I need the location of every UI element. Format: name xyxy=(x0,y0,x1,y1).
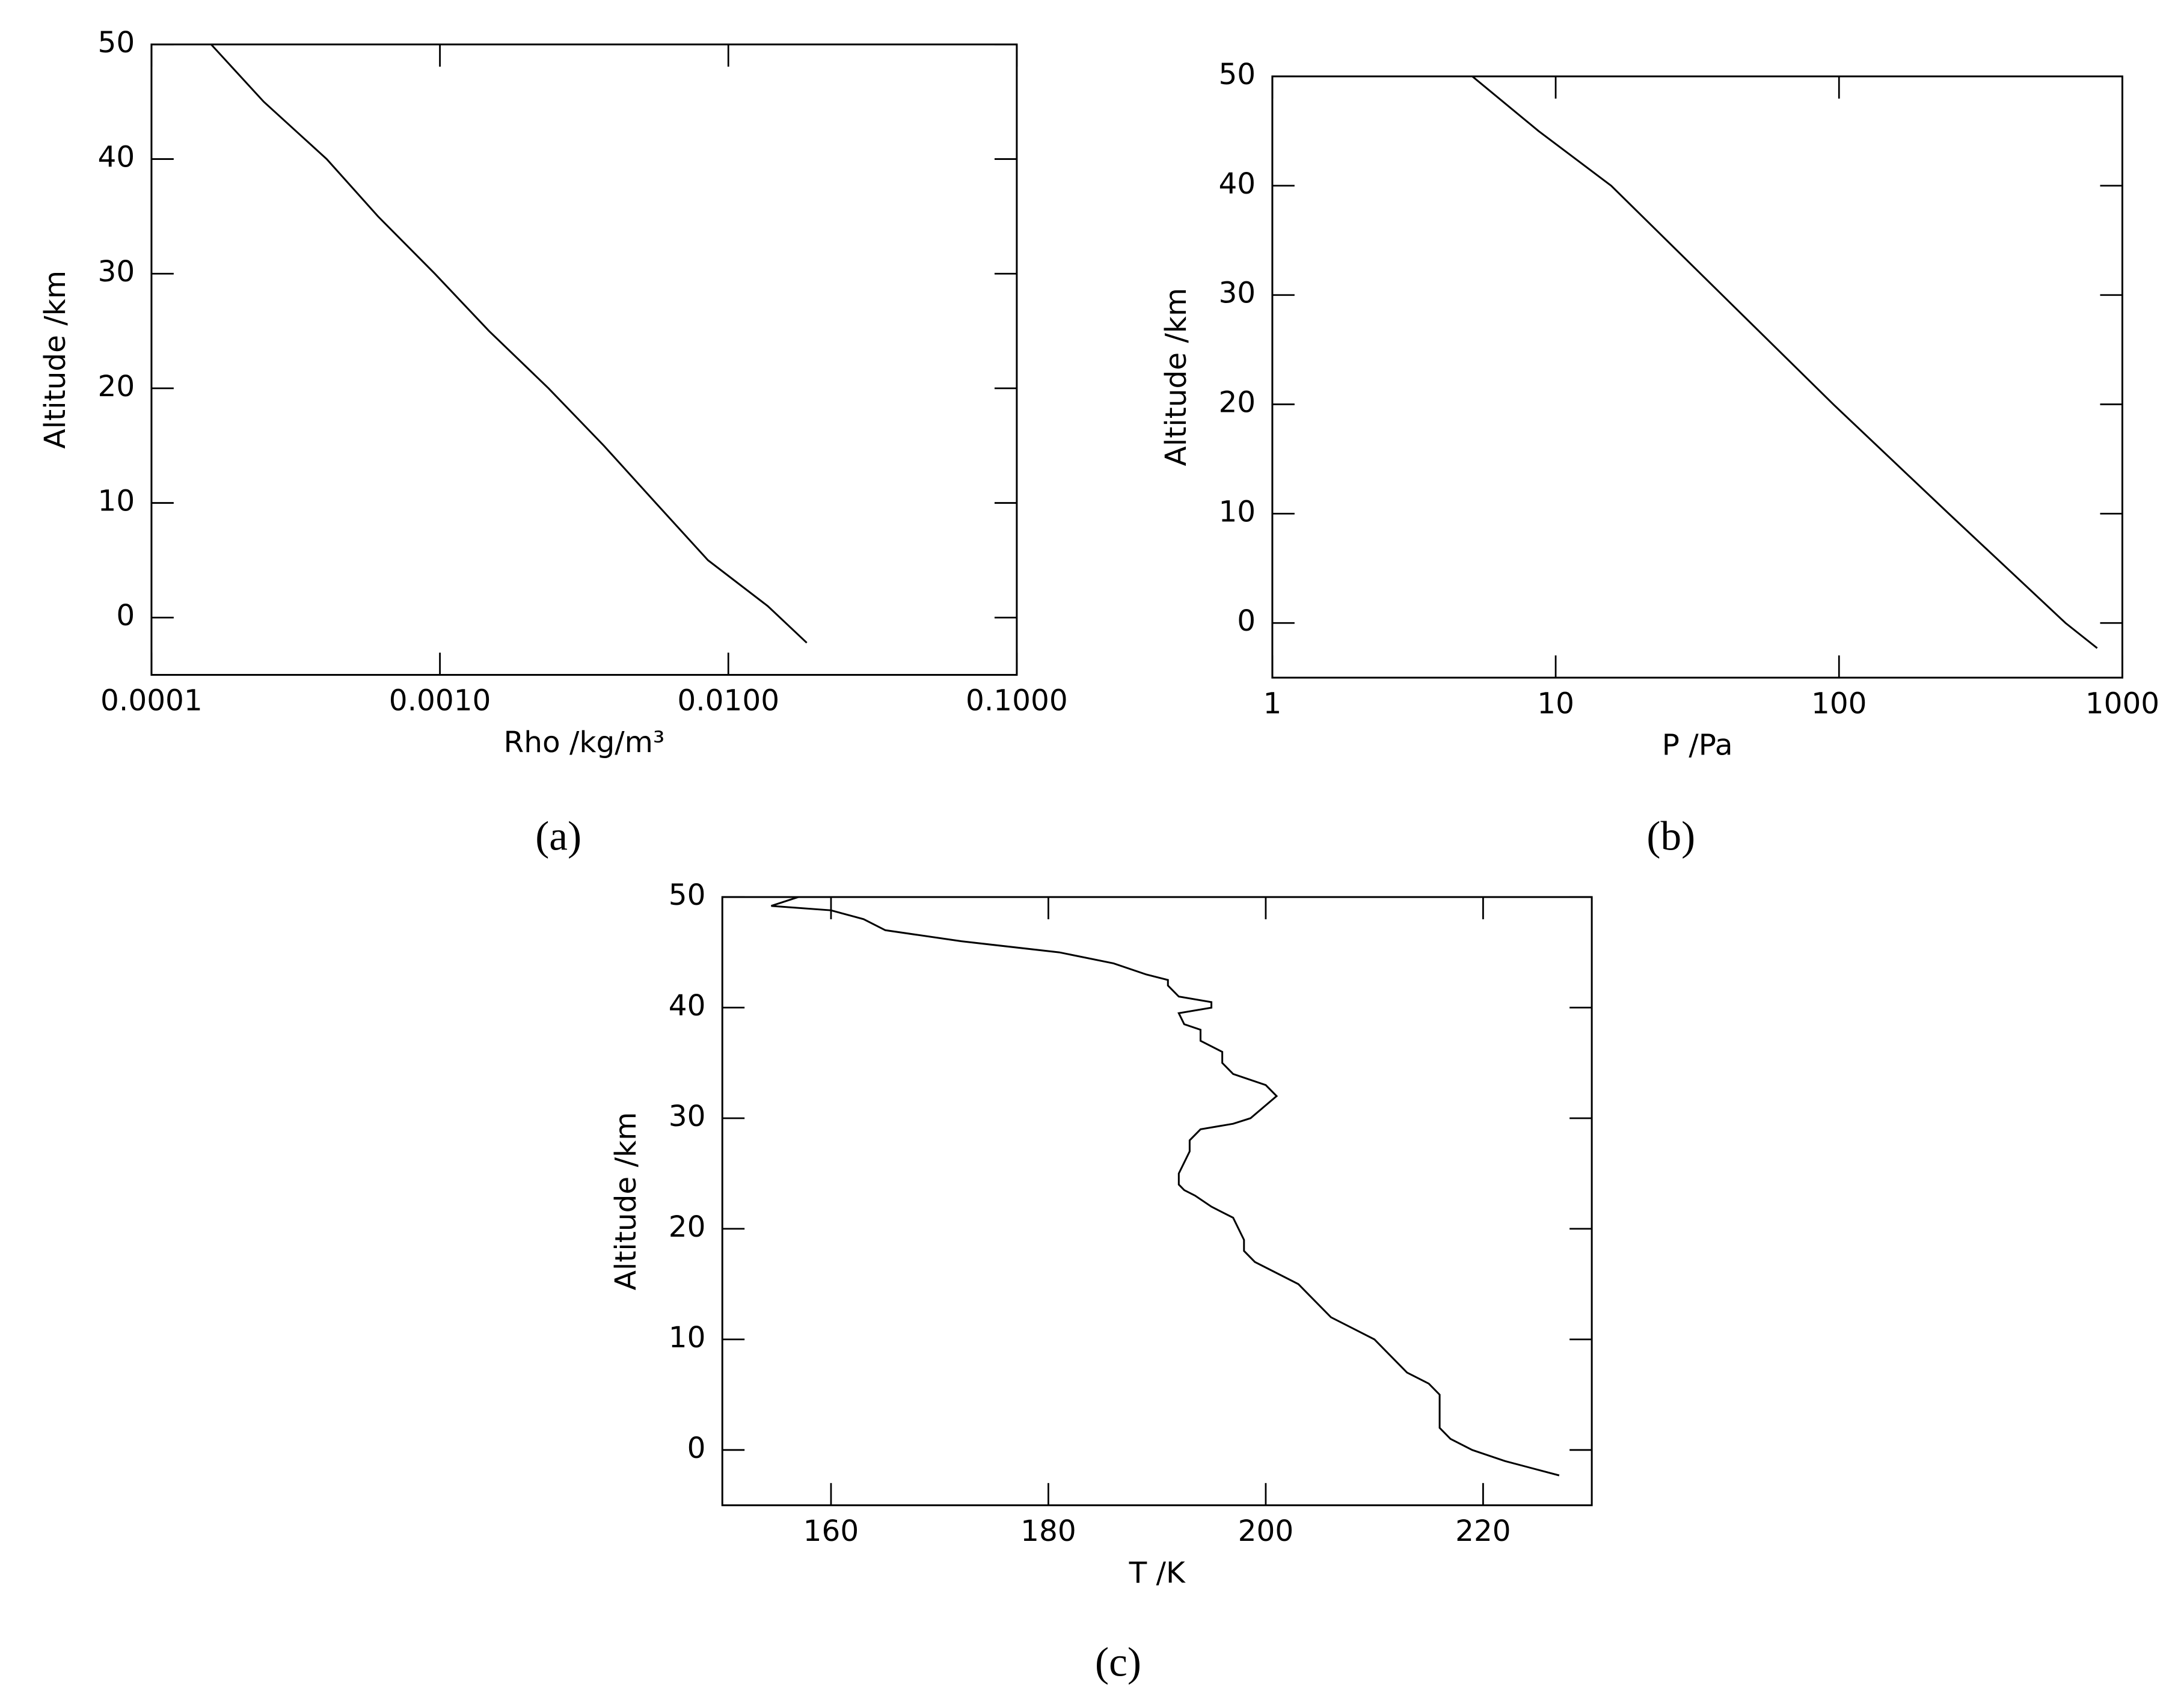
y-axis-label: Altitude /km xyxy=(609,1112,643,1291)
y-tick-label: 40 xyxy=(669,989,706,1023)
y-tick-label: 40 xyxy=(1218,167,1256,201)
x-tick-label: 220 xyxy=(1455,1514,1511,1548)
plot-frame xyxy=(721,896,1593,1507)
x-tick-label: 0.0010 xyxy=(389,684,491,718)
y-axis-label: Altitude /km xyxy=(1159,288,1193,467)
panel-label: (b) xyxy=(1646,812,1695,859)
x-tick-label: 200 xyxy=(1238,1514,1294,1548)
x-tick-label: 0.1000 xyxy=(966,684,1068,718)
panel-label: (a) xyxy=(535,812,581,859)
y-tick-label: 0 xyxy=(116,599,135,632)
y-tick-label: 50 xyxy=(1218,58,1256,91)
x-tick-label: 180 xyxy=(1020,1514,1076,1548)
x-tick-label: 100 xyxy=(1811,687,1867,720)
y-tick-label: 50 xyxy=(669,878,706,912)
y-tick-label: 0 xyxy=(687,1431,706,1465)
y-axis-label: Altitude /km xyxy=(38,271,72,449)
x-tick-label: 160 xyxy=(803,1514,859,1548)
x-tick-label: 0.0001 xyxy=(100,684,203,718)
data-line xyxy=(1471,75,2098,649)
y-tick-label: 30 xyxy=(1218,277,1256,310)
plot-frame xyxy=(150,43,1018,676)
panel-label: (c) xyxy=(1095,1639,1141,1685)
y-tick-label: 0 xyxy=(1237,604,1256,638)
x-tick-label: 1000 xyxy=(2085,687,2159,720)
plot-frame xyxy=(1271,75,2123,679)
y-tick-label: 40 xyxy=(97,141,135,174)
y-tick-label: 50 xyxy=(97,26,135,60)
data-line xyxy=(771,896,1560,1477)
y-tick-label: 10 xyxy=(97,485,135,518)
x-axis-label: T /K xyxy=(1129,1556,1186,1590)
x-tick-label: 1 xyxy=(1263,687,1281,720)
x-tick-label: 10 xyxy=(1537,687,1574,720)
y-tick-label: 30 xyxy=(669,1100,706,1133)
y-tick-label: 10 xyxy=(1218,495,1256,528)
x-axis-label: P /Pa xyxy=(1662,729,1733,762)
y-tick-label: 20 xyxy=(669,1210,706,1244)
x-tick-label: 0.0100 xyxy=(677,684,779,718)
y-tick-label: 20 xyxy=(1218,386,1256,420)
x-axis-label: Rho /kg/m³ xyxy=(504,726,665,759)
y-tick-label: 20 xyxy=(97,370,135,403)
y-tick-label: 10 xyxy=(669,1321,706,1354)
y-tick-label: 30 xyxy=(97,255,135,289)
data-line xyxy=(210,43,808,644)
